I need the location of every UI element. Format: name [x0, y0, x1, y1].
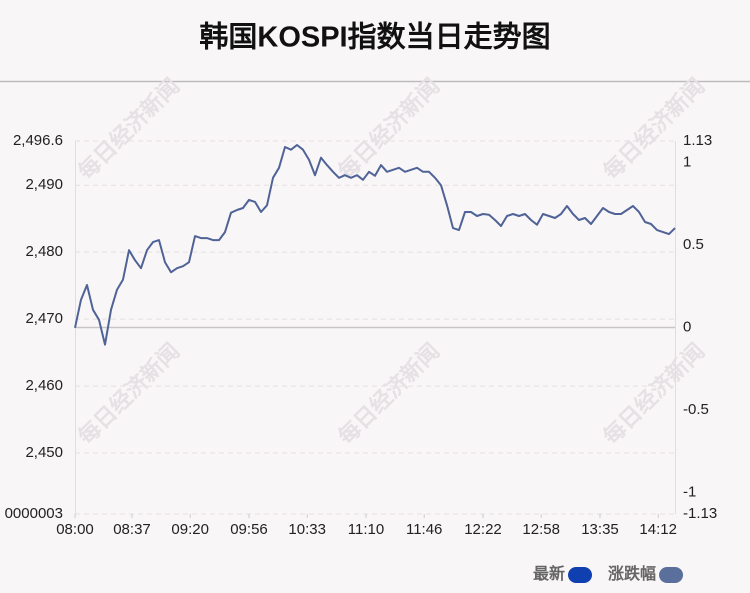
x-tick-label: 14:12	[639, 521, 677, 538]
y-tick-label: 2,490	[25, 176, 63, 193]
legend-label: 涨跌幅	[608, 564, 656, 583]
y-tick-label: 0000003	[5, 505, 63, 522]
legend-swatch	[659, 567, 684, 583]
legend-label: 最新	[533, 564, 565, 583]
x-tick-label: 13:35	[581, 521, 619, 538]
y-tick-label: 2,496.6	[13, 132, 63, 149]
y2-tick-label: 0	[683, 318, 691, 335]
x-tick-label: 10:33	[288, 521, 326, 538]
chart-title: 韩国KOSPI指数当日走势图	[199, 21, 550, 54]
x-tick-label: 12:22	[464, 521, 502, 538]
x-tick-label: 09:20	[171, 521, 209, 538]
y2-tick-label: 1	[683, 153, 691, 170]
y-tick-label: 2,450	[25, 444, 63, 461]
x-tick-label: 12:58	[522, 521, 560, 538]
x-tick-label: 11:46	[406, 521, 442, 538]
y-tick-label: 2,470	[25, 310, 63, 327]
y2-tick-label: 1.13	[683, 132, 712, 149]
y-tick-label: 2,460	[25, 377, 63, 394]
y-tick-label: 2,480	[25, 243, 63, 260]
legend-swatch	[568, 567, 593, 583]
price-line	[74, 144, 676, 346]
x-tick-label: 08:00	[56, 521, 94, 538]
x-tick-label: 11:10	[348, 521, 384, 538]
x-tick-label: 09:56	[230, 521, 268, 538]
x-tick-label: 08:37	[113, 521, 151, 538]
y2-tick-label: -1	[683, 484, 696, 501]
y2-tick-label: -1.13	[683, 505, 717, 522]
y2-tick-label: -0.5	[683, 401, 709, 418]
y2-tick-label: 0.5	[683, 236, 704, 253]
